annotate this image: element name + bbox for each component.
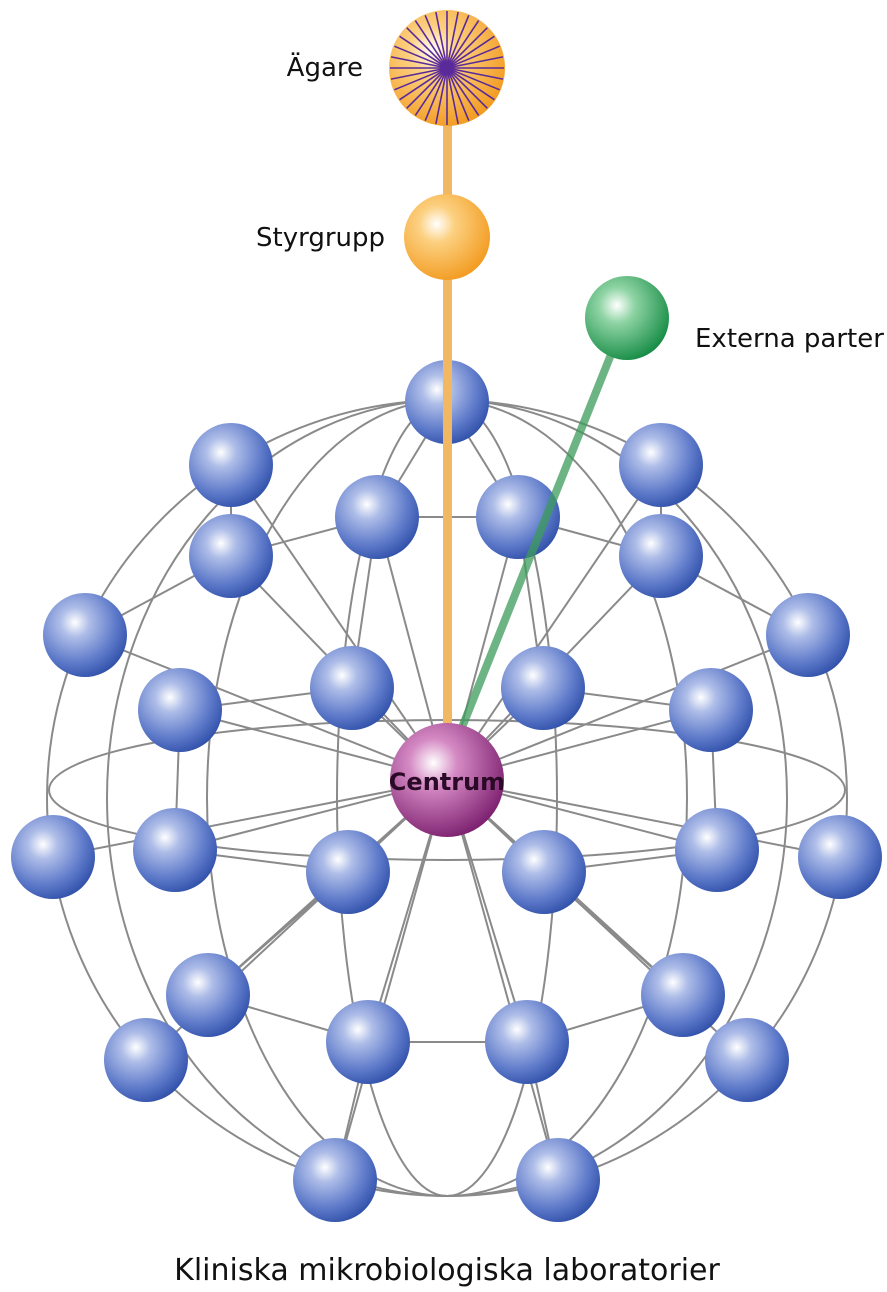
lab-sphere bbox=[166, 953, 250, 1037]
lab-sphere bbox=[516, 1138, 600, 1222]
lab-sphere bbox=[104, 1018, 188, 1102]
lab-sphere bbox=[619, 423, 703, 507]
owner-rays bbox=[390, 11, 504, 125]
lab-sphere bbox=[619, 514, 703, 598]
lab-sphere bbox=[138, 668, 222, 752]
label: Styrgrupp bbox=[256, 223, 385, 253]
lab-sphere bbox=[43, 593, 127, 677]
lab-sphere bbox=[798, 815, 882, 899]
lab-sphere bbox=[766, 593, 850, 677]
steering-sphere bbox=[404, 194, 490, 280]
lab-sphere bbox=[501, 646, 585, 730]
lab-sphere bbox=[310, 646, 394, 730]
lab-sphere bbox=[675, 808, 759, 892]
owner-sphere bbox=[389, 10, 505, 126]
label: Externa parter bbox=[695, 324, 884, 354]
diagram: Ägare Styrgrupp Externa parter Centrum K… bbox=[0, 0, 887, 1292]
lab-sphere bbox=[293, 1138, 377, 1222]
label: Centrum bbox=[389, 768, 505, 796]
lab-sphere bbox=[335, 475, 419, 559]
spoke bbox=[447, 780, 840, 857]
lab-sphere bbox=[502, 830, 586, 914]
caption: Kliniska mikrobiologiska laboratorier bbox=[174, 1253, 720, 1288]
lab-sphere bbox=[326, 1000, 410, 1084]
lab-sphere bbox=[705, 1018, 789, 1102]
lab-sphere bbox=[133, 808, 217, 892]
external-sphere bbox=[585, 276, 669, 360]
lab-sphere bbox=[669, 668, 753, 752]
lab-sphere bbox=[641, 953, 725, 1037]
spoke bbox=[447, 635, 808, 780]
label: Ägare bbox=[287, 51, 363, 83]
lab-sphere bbox=[11, 815, 95, 899]
lab-sphere bbox=[485, 1000, 569, 1084]
lab-sphere bbox=[306, 830, 390, 914]
lab-sphere bbox=[189, 514, 273, 598]
lab-sphere bbox=[189, 423, 273, 507]
